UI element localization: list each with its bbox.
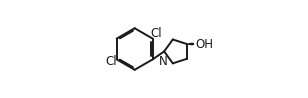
Text: OH: OH xyxy=(196,38,214,51)
Text: N: N xyxy=(159,55,168,69)
Text: Cl: Cl xyxy=(105,55,117,68)
Text: Cl: Cl xyxy=(151,27,162,40)
